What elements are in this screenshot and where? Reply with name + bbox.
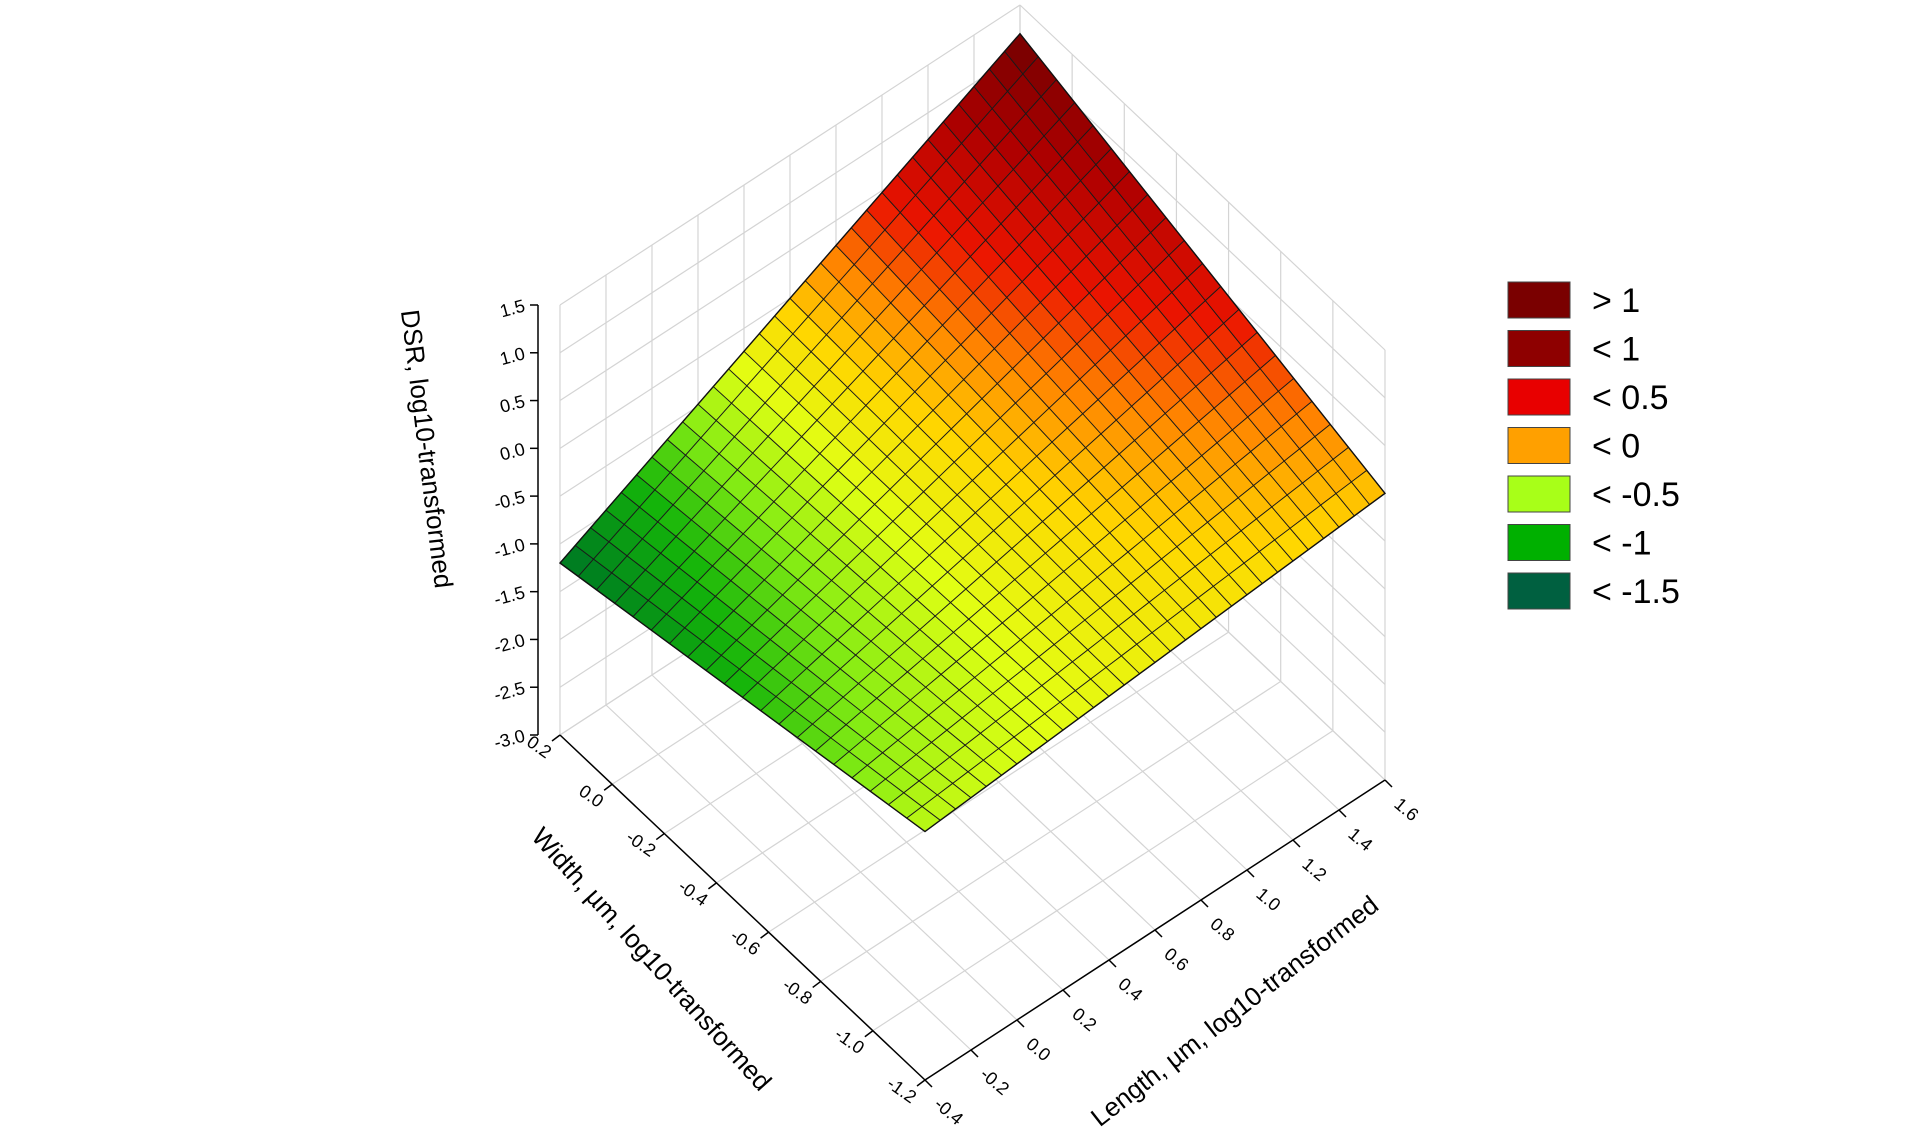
legend-label: < 0 [1592, 428, 1640, 466]
width-axis-tick [603, 783, 613, 791]
width-axis-tick [760, 931, 770, 939]
legend-swatch [1507, 281, 1571, 319]
length-tick-label: 1.6 [1390, 794, 1422, 825]
length-axis-tick [1016, 1019, 1025, 1028]
legend-label: < 0.5 [1592, 379, 1669, 417]
width-axis-tick [812, 980, 822, 989]
length-axis-tick [1062, 989, 1071, 998]
z-tick-label: -2.0 [492, 630, 527, 657]
floor-gridline [605, 704, 972, 1051]
length-tick-label: 0.6 [1160, 944, 1192, 975]
width-axis-title: Width, µm, log10-transformed [526, 821, 778, 1096]
z-tick-label: -2.5 [492, 678, 527, 705]
legend-swatch [1507, 572, 1571, 610]
width-axis-tick [551, 734, 561, 742]
length-axis-tick [1338, 809, 1347, 818]
length-tick-label: -0.2 [976, 1064, 1013, 1099]
width-tick-label: -1.0 [831, 1024, 868, 1058]
length-tick-label: 0.0 [1022, 1034, 1054, 1065]
length-axis-tick [970, 1049, 979, 1058]
legend-swatch [1507, 475, 1571, 513]
z-tick-label: 0.5 [498, 391, 527, 417]
z-tick-label: -1.5 [492, 582, 527, 609]
surface-outline [558, 32, 1386, 833]
length-tick-label: 1.0 [1252, 884, 1284, 915]
width-axis-tick [916, 1079, 926, 1087]
width-axis-line [559, 734, 926, 1081]
width-axis-tick [655, 832, 665, 841]
width-tick-label: -0.8 [779, 975, 816, 1009]
z-tick-label: 1.5 [498, 296, 527, 322]
legend: > 1 < 1 < 0.5 < 0 < -0.5 < -1 < -1.5 [1507, 281, 1680, 611]
z-tick-label: -3.0 [492, 726, 527, 753]
length-axis-tick [1154, 929, 1163, 938]
length-tick-label: 1.2 [1298, 854, 1330, 885]
length-tick-label: 0.4 [1114, 974, 1146, 1005]
length-axis-tick [1108, 959, 1117, 968]
surface-mesh [558, 32, 1386, 833]
z-tick-label: -1.0 [492, 534, 527, 561]
width-axis-tick [864, 1030, 874, 1038]
length-axis-tick [1246, 869, 1255, 878]
length-axis-tick [1292, 839, 1301, 848]
width-tick-label: 0.2 [523, 732, 555, 763]
width-tick-label: -0.4 [675, 876, 712, 910]
legend-label: < -1.5 [1592, 573, 1680, 611]
width-tick-label: 0.0 [575, 781, 607, 812]
legend-label: > 1 [1592, 282, 1640, 320]
width-tick-label: -0.2 [623, 827, 660, 861]
legend-swatch [1507, 524, 1571, 561]
length-tick-label: -0.4 [930, 1094, 967, 1129]
legend-swatch [1507, 378, 1571, 416]
legend-label: < -0.5 [1592, 476, 1680, 514]
z-tick-label: 0.0 [498, 439, 527, 465]
length-tick-label: 0.2 [1068, 1004, 1100, 1035]
legend-label: < -1 [1592, 525, 1652, 563]
surface-plot [559, 32, 1386, 833]
width-tick-label: -1.2 [883, 1073, 920, 1107]
wall-gridline [1019, 4, 1386, 351]
length-tick-label: 0.8 [1206, 914, 1238, 945]
legend-label: < 1 [1592, 331, 1640, 369]
legend-swatch [1507, 330, 1571, 367]
length-axis-tick [924, 1079, 933, 1088]
length-axis-tick [1200, 899, 1209, 908]
legend-swatch [1507, 427, 1571, 464]
length-tick-label: 1.4 [1344, 824, 1376, 855]
width-tick-label: -0.6 [727, 925, 764, 959]
floor-gridline [651, 674, 1018, 1021]
z-axis-title: DSR, log10-transformed [395, 308, 459, 590]
width-axis-tick [707, 882, 717, 890]
length-axis-tick [1384, 779, 1393, 788]
z-tick-label: -0.5 [492, 487, 527, 514]
z-tick-label: 1.0 [498, 343, 527, 369]
